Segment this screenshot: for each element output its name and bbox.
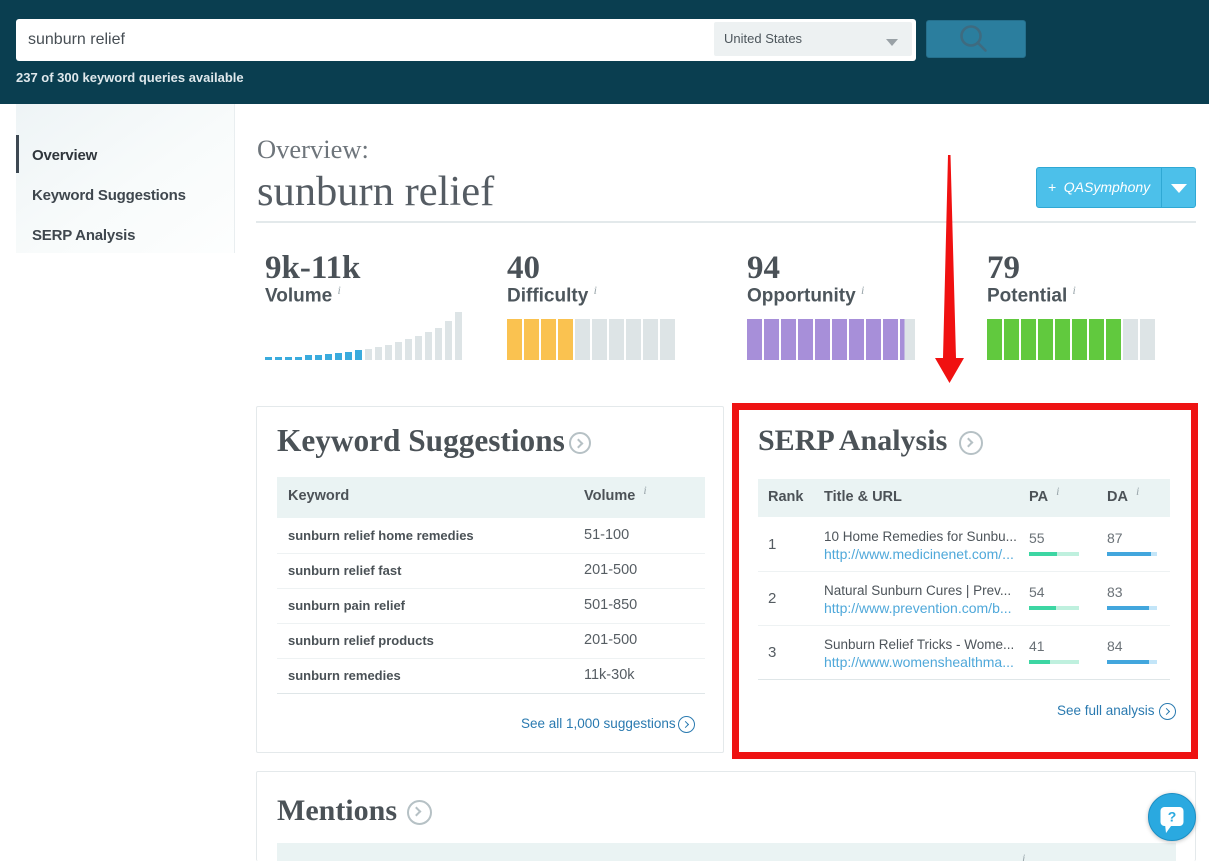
svg-text:?: ? — [1168, 809, 1177, 825]
